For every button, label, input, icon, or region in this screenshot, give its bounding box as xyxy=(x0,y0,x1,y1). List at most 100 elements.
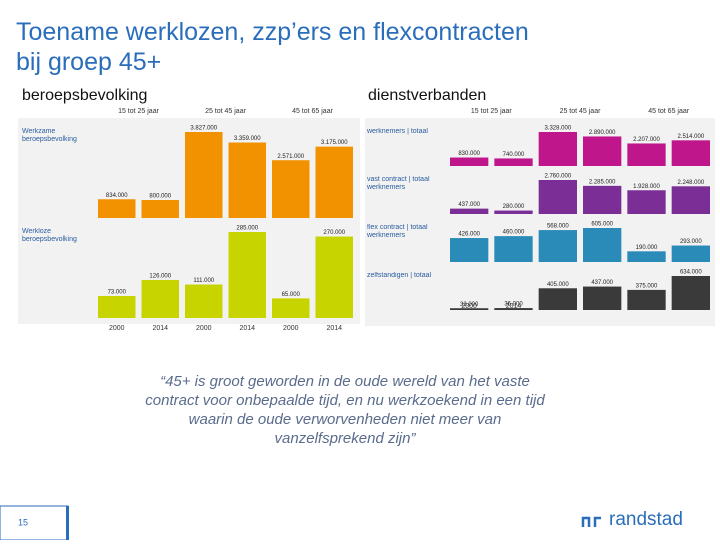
row-label-box: zelfstandigen | totaal xyxy=(367,272,432,279)
group-label: 45 tot 65 jaar xyxy=(648,108,690,115)
group-label: 45 tot 65 jaar xyxy=(292,108,334,115)
data-label: 3.175.000 xyxy=(321,140,348,146)
bar xyxy=(671,245,710,262)
bar xyxy=(450,308,489,310)
data-label: 65.000 xyxy=(282,292,301,298)
data-label: 800.000 xyxy=(149,194,171,200)
data-label: 2.890.000 xyxy=(589,130,616,136)
page-number: 15 xyxy=(18,517,28,527)
bar xyxy=(450,208,489,214)
x-tick-label: 2000 xyxy=(461,303,477,310)
x-tick-label: 2000 xyxy=(196,325,212,332)
group-label: 25 tot 45 jaar xyxy=(560,108,602,115)
row-label-box: vast contract | totaal werknemers xyxy=(367,176,430,191)
bar xyxy=(185,132,223,218)
data-label: 426.000 xyxy=(458,232,480,238)
bar xyxy=(538,230,577,262)
bar xyxy=(450,238,489,262)
bar xyxy=(228,142,266,218)
bar xyxy=(272,160,310,218)
slide-title: Toename werklozen, zzp’ers en flexcontra… xyxy=(16,18,529,76)
data-label: 740.000 xyxy=(503,152,525,158)
quote: “45+ is groot geworden in de oude wereld… xyxy=(145,373,545,447)
data-label: 460.000 xyxy=(503,230,525,236)
data-label: 2.207.000 xyxy=(633,137,660,143)
data-label: 2.571.000 xyxy=(277,154,304,160)
legend-label: werknemers | totaal xyxy=(367,128,428,135)
data-label: 834.000 xyxy=(106,193,128,199)
data-label: 2.248.000 xyxy=(677,180,704,186)
bar xyxy=(450,157,489,166)
x-tick-label: 2014 xyxy=(152,325,168,332)
data-label: 111.000 xyxy=(193,278,214,284)
data-label: 2.285.000 xyxy=(589,179,616,185)
logo-icon xyxy=(581,516,601,527)
data-label: 190.000 xyxy=(636,245,658,251)
group-label: 15 tot 25 jaar xyxy=(471,108,513,115)
data-label: 36.000 xyxy=(504,302,523,308)
group-label: 15 tot 25 jaar xyxy=(118,108,160,115)
legend-label: Werkzame beroepsbevolking xyxy=(22,128,77,143)
bar xyxy=(494,236,533,262)
bar xyxy=(627,289,666,310)
legend-label: vast contract | totaal werknemers xyxy=(367,176,430,191)
data-label: 73.000 xyxy=(108,290,127,296)
quote-box: “45+ is groot geworden in de oude wereld… xyxy=(145,373,545,447)
data-label: 568.000 xyxy=(547,224,569,230)
x-tick-label: 2000 xyxy=(283,325,299,332)
bar xyxy=(583,185,622,214)
bar xyxy=(185,284,223,318)
bar xyxy=(538,132,577,166)
x-tick-label: 2014 xyxy=(506,303,522,310)
data-label: 3.359.000 xyxy=(234,136,261,142)
data-label: 830.000 xyxy=(458,151,480,157)
bar xyxy=(671,140,710,166)
bar xyxy=(627,251,666,262)
x-tick-label: 2014 xyxy=(239,325,255,332)
chart-title: dienstverbanden xyxy=(368,87,486,104)
group-label: 25 tot 45 jaar xyxy=(205,108,247,115)
page-number-accent xyxy=(66,506,69,540)
bar xyxy=(494,210,533,214)
bar xyxy=(627,143,666,166)
data-label: 2.760.000 xyxy=(544,174,571,180)
data-label: 3.827.000 xyxy=(190,126,217,132)
page-number-box xyxy=(0,505,69,541)
bar xyxy=(538,288,577,310)
data-label: 2.514.000 xyxy=(677,134,704,140)
data-label: 405.000 xyxy=(547,282,569,288)
x-tick-label: 2014 xyxy=(326,325,342,332)
legend-label: Werkloze beroepsbevolking xyxy=(22,228,77,243)
data-label: 634.000 xyxy=(680,270,702,276)
data-label: 280.000 xyxy=(503,204,525,210)
row-label-box: Werkloze beroepsbevolking xyxy=(22,228,77,243)
data-label: 33.000 xyxy=(460,302,479,308)
logo: randstad xyxy=(609,509,683,530)
bar xyxy=(315,146,353,218)
data-label: 270.000 xyxy=(323,230,345,236)
bar xyxy=(538,180,577,214)
chart-title: beroepsbevolking xyxy=(22,87,147,104)
bar xyxy=(583,228,622,262)
bar xyxy=(315,236,353,318)
bar xyxy=(141,200,179,218)
legend-label: zelfstandigen | totaal xyxy=(367,272,432,279)
bar xyxy=(671,276,710,310)
data-label: 285.000 xyxy=(236,226,258,232)
data-label: 437.000 xyxy=(458,202,480,208)
bar xyxy=(272,298,310,318)
data-label: 1.928.000 xyxy=(633,184,660,190)
bar xyxy=(494,158,533,166)
data-label: 437.000 xyxy=(591,280,613,286)
bar xyxy=(583,136,622,166)
bar xyxy=(141,279,179,318)
row-label-box: werknemers | totaal xyxy=(367,128,428,135)
bar xyxy=(583,286,622,310)
data-label: 293.000 xyxy=(680,239,702,245)
bar xyxy=(98,295,136,318)
bar xyxy=(671,186,710,214)
bar xyxy=(98,199,136,218)
x-tick-label: 2000 xyxy=(109,325,125,332)
bar xyxy=(627,190,666,214)
